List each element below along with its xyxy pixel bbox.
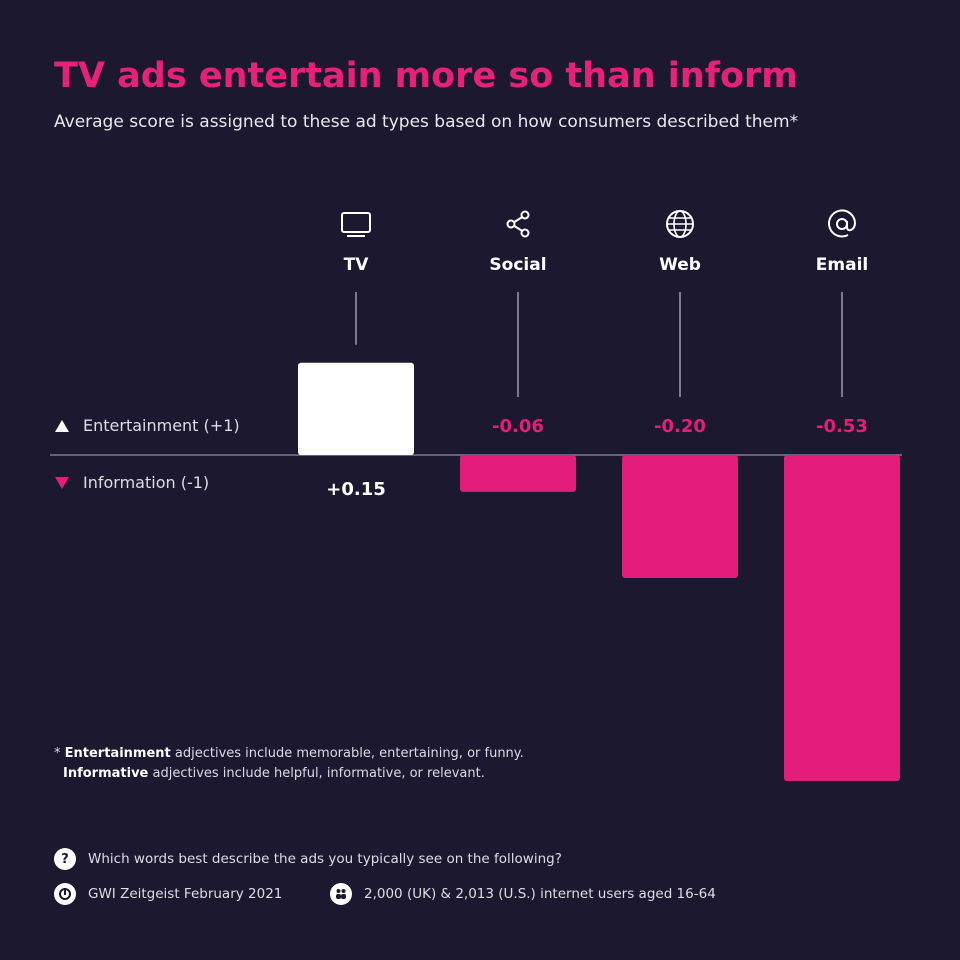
gwi-logo-icon	[54, 883, 76, 905]
chart-title: TV ads entertain more so than inform	[54, 56, 798, 96]
globe-icon	[666, 210, 694, 238]
survey-question: ? Which words best describe the ads you …	[54, 848, 562, 870]
footnote-line-1: * Entertainment adjectives include memor…	[54, 746, 524, 761]
survey-question-text: Which words best describe the ads you ty…	[88, 851, 562, 867]
bar-email	[784, 455, 900, 781]
footnote-text-1: adjectives include memorable, entertaini…	[170, 746, 524, 761]
legend-entertainment-label: Entertainment (+1)	[83, 416, 240, 435]
category-label-tv: TV	[344, 255, 370, 275]
question-icon: ?	[54, 848, 76, 870]
bar-tv	[298, 362, 414, 455]
people-icon	[330, 883, 352, 905]
triangle-up-icon	[55, 419, 69, 432]
value-label-email: -0.53	[816, 416, 868, 437]
value-label-web: -0.20	[654, 416, 706, 437]
footnote: * Entertainment adjectives include memor…	[54, 744, 524, 784]
tv-icon	[341, 212, 371, 237]
value-label-social: -0.06	[492, 416, 544, 437]
footnote-line-2: Informative adjectives include helpful, …	[54, 764, 524, 784]
chart-subtitle: Average score is assigned to these ad ty…	[54, 112, 799, 132]
footnote-text-2: adjectives include helpful, informative,…	[148, 766, 485, 781]
category-label-email: Email	[816, 255, 868, 275]
at-icon	[828, 209, 857, 238]
category-label-social: Social	[489, 255, 546, 275]
legend-entertainment: Entertainment (+1)	[55, 416, 240, 435]
sample-size-text: 2,000 (UK) & 2,013 (U.S.) internet users…	[364, 886, 716, 902]
triangle-down-icon	[55, 476, 69, 489]
bar-web	[622, 455, 738, 578]
footnote-term-entertainment: Entertainment	[64, 746, 171, 761]
value-label-tv: +0.15	[326, 479, 386, 500]
bar-social	[460, 455, 576, 492]
legend-information: Information (-1)	[55, 473, 209, 492]
data-source-text: GWI Zeitgeist February 2021	[88, 886, 283, 902]
data-source: GWI Zeitgeist February 2021	[54, 883, 282, 905]
sample-size: 2,000 (UK) & 2,013 (U.S.) internet users…	[330, 883, 716, 905]
share-icon	[506, 210, 530, 238]
footnote-term-informative: Informative	[63, 766, 149, 781]
legend-information-label: Information (-1)	[83, 473, 210, 492]
category-label-web: Web	[659, 255, 701, 275]
